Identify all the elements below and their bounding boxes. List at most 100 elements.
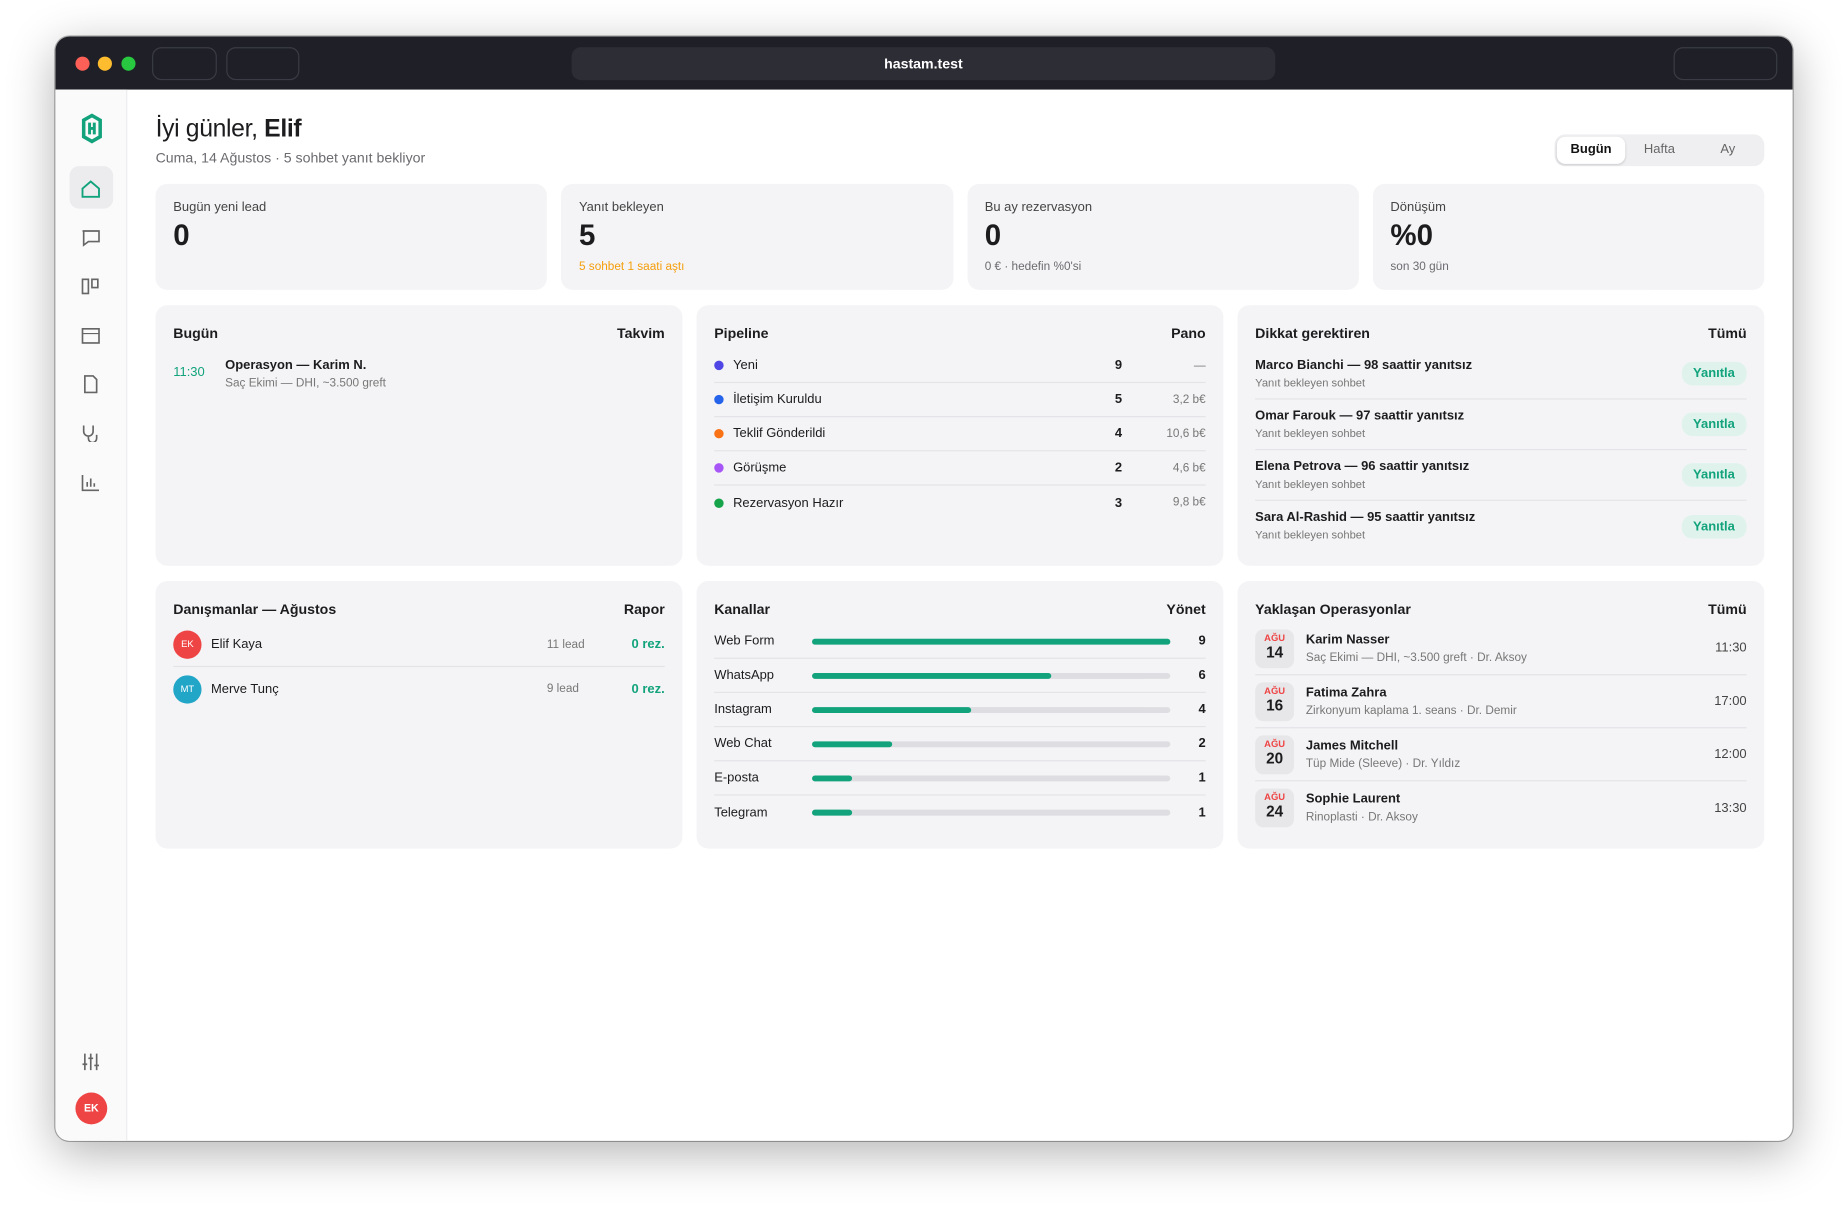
board-icon[interactable] bbox=[80, 277, 101, 296]
channel-name: Web Form bbox=[714, 634, 775, 649]
subtitle: Cuma, 14 Ağustos · 5 sohbet yanıt bekliy… bbox=[155, 149, 426, 167]
stage-amount: 4,6 b€ bbox=[1172, 461, 1206, 475]
stage-count: 3 bbox=[1114, 495, 1123, 510]
reply-button[interactable]: Yanıtla bbox=[1681, 514, 1747, 539]
channel-bar bbox=[812, 706, 972, 713]
nav-buttons[interactable] bbox=[226, 47, 300, 81]
stat-note: son 30 gün bbox=[1390, 260, 1449, 274]
channel-row: Web Chat 2 bbox=[714, 727, 1206, 762]
date-day: 24 bbox=[1266, 802, 1284, 821]
card-link[interactable]: Takvim bbox=[617, 325, 665, 342]
channel-name: E-posta bbox=[714, 770, 759, 785]
channel-track bbox=[812, 774, 1171, 781]
document-icon[interactable] bbox=[80, 375, 101, 394]
stage-dot bbox=[714, 428, 724, 439]
settings-icon[interactable] bbox=[80, 1052, 101, 1071]
channel-bar bbox=[812, 740, 892, 747]
reply-button[interactable]: Yanıtla bbox=[1681, 463, 1747, 487]
stat-card: Bugün yeni lead 0 bbox=[155, 183, 548, 290]
channel-row: Instagram 4 bbox=[714, 693, 1206, 728]
period-tab[interactable]: Hafta bbox=[1643, 142, 1675, 157]
stage-name: Görüşme bbox=[733, 460, 787, 475]
stat-label: Bu ay rezervasyon bbox=[984, 200, 1093, 215]
date-month: AĞU bbox=[1264, 791, 1286, 803]
upcoming-time: 13:30 bbox=[1714, 800, 1747, 815]
upcoming-row: AĞU 14 Karim Nasser Saç Ekimi — DHI, ~3.500… bbox=[1255, 622, 1747, 676]
channel-track bbox=[812, 740, 1171, 747]
stat-label: Bugün yeni lead bbox=[173, 200, 267, 215]
period-tab[interactable]: Bugün bbox=[1556, 136, 1626, 164]
health-icon[interactable] bbox=[80, 423, 101, 442]
upcoming-text: Fatima Zahra Zirkonyum kaplama 1. seans ·… bbox=[1306, 685, 1714, 717]
attention-title: Marco Bianchi — 98 saattir yanıtsız bbox=[1255, 357, 1473, 372]
upcoming-time: 11:30 bbox=[1715, 641, 1747, 656]
consultant-list: EK Elif Kaya 11 lead 0 rez. MT Merve Tunç 9 le… bbox=[173, 623, 665, 710]
attention-detail: Yanıt bekleyen sohbet bbox=[1255, 376, 1366, 390]
channel-value: 2 bbox=[1198, 736, 1206, 751]
stat-card: Yanıt bekleyen 5 5 sohbet 1 saati aştı bbox=[561, 183, 953, 290]
home-icon[interactable] bbox=[80, 179, 101, 198]
chat-icon[interactable] bbox=[80, 229, 101, 248]
consultant-name: Elif Kaya bbox=[210, 637, 263, 652]
schedule-item: 11:30 Operasyon — Karim N. Saç Ekimi — DHI… bbox=[173, 358, 664, 390]
item-detail: Saç Ekimi — DHI, ~3.500 greft bbox=[225, 377, 386, 391]
upcoming-row: AĞU 24 Sophie Laurent Rinoplasti · Dr. Akso… bbox=[1255, 781, 1747, 834]
card-link[interactable]: Tümü bbox=[1708, 601, 1747, 618]
dashboard: İyi günler, Elif Cuma, 14 Ağustos · 5 so… bbox=[155, 115, 1765, 849]
attention-list: Marco Bianchi — 98 saattir yanıtsız Yanıt… bbox=[1255, 349, 1747, 552]
upcoming-text: James Mitchell Tüp Mide (Sleeve) · Dr. Yı… bbox=[1306, 738, 1714, 770]
stage-count: 9 bbox=[1114, 358, 1123, 373]
stage-count: 5 bbox=[1114, 392, 1123, 407]
minimize-button[interactable] bbox=[97, 56, 112, 71]
attention-title: Omar Farouk — 97 saattir yanıtsız bbox=[1255, 408, 1465, 423]
channel-value: 9 bbox=[1198, 634, 1206, 649]
upcoming-row: AĞU 16 Fatima Zahra Zirkonyum kaplama 1. se… bbox=[1255, 675, 1747, 729]
attention-detail: Yanıt bekleyen sohbet bbox=[1255, 427, 1366, 441]
date-month: AĞU bbox=[1264, 738, 1286, 749]
user-avatar[interactable]: EK bbox=[75, 1092, 108, 1125]
attention-text: Sara Al-Rashid — 95 saattir yanıtsız Yanı… bbox=[1255, 510, 1475, 542]
sidebar-toggle[interactable] bbox=[152, 47, 217, 81]
reply-button[interactable]: Yanıtla bbox=[1681, 412, 1747, 437]
upcoming-text: Karim Nasser Saç Ekimi — DHI, ~3.500 gref… bbox=[1306, 632, 1715, 664]
reply-button[interactable]: Yanıtla bbox=[1681, 361, 1747, 386]
channel-bar bbox=[812, 774, 852, 781]
stage-dot bbox=[714, 497, 724, 508]
procedure: Saç Ekimi — DHI, ~3.500 greft · Dr. Akso… bbox=[1305, 651, 1527, 665]
zoom-button[interactable] bbox=[121, 56, 136, 71]
stage-count: 4 bbox=[1114, 426, 1123, 441]
attention-text: Marco Bianchi — 98 saattir yanıtsız Yanıt… bbox=[1255, 358, 1472, 390]
address-bar[interactable]: hastam.test bbox=[571, 47, 1276, 81]
card-link[interactable]: Tümü bbox=[1708, 325, 1747, 342]
close-button[interactable] bbox=[75, 56, 90, 71]
attention-detail: Yanıt bekleyen sohbet bbox=[1255, 529, 1366, 543]
stage-name: İletişim Kuruldu bbox=[733, 392, 822, 407]
period-tab[interactable]: Ay bbox=[1720, 142, 1736, 157]
card-link[interactable]: Pano bbox=[1171, 325, 1206, 342]
calendar-icon[interactable] bbox=[80, 325, 101, 344]
channels-card: Kanallar Yönet Web Form 9 WhatsApp 6 Instagram… bbox=[696, 581, 1224, 849]
stage-dot bbox=[714, 360, 724, 371]
card-link[interactable]: Yönet bbox=[1166, 601, 1206, 618]
card-header: Danışmanlar — Ağustos Rapor bbox=[173, 601, 664, 617]
item-title: Operasyon — Karim N. bbox=[225, 358, 367, 373]
stat-card: Bu ay rezervasyon 0 0 € · hedefin %0'si bbox=[967, 183, 1359, 290]
card-header: Yaklaşan Operasyonlar Tümü bbox=[1255, 601, 1746, 617]
procedure: Tüp Mide (Sleeve) · Dr. Yıldız bbox=[1305, 757, 1461, 771]
window-actions[interactable] bbox=[1673, 47, 1778, 81]
reports-icon[interactable] bbox=[80, 473, 101, 492]
pipeline-card: Pipeline Pano Yeni 9 — İletişim Kuruldu 5 3,2 b… bbox=[696, 305, 1224, 566]
patient-name: James Mitchell bbox=[1305, 738, 1399, 753]
upcoming-row: AĞU 20 James Mitchell Tüp Mide (Sleeve) · D… bbox=[1255, 728, 1747, 782]
date-badge: AĞU 24 bbox=[1255, 788, 1295, 828]
stage-name: Rezervasyon Hazır bbox=[733, 495, 844, 510]
channel-list: Web Form 9 WhatsApp 6 Instagram 4 Web Chat 2 E-p… bbox=[714, 625, 1206, 830]
card-link[interactable]: Rapor bbox=[623, 601, 665, 618]
upcoming-card: Yaklaşan Operasyonlar Tümü AĞU 14 Karim Nass… bbox=[1237, 581, 1765, 849]
consultant-row: EK Elif Kaya 11 lead 0 rez. bbox=[173, 623, 665, 668]
stat-value: 0 bbox=[173, 219, 190, 253]
period-tabs: Bugün Hafta Ay bbox=[1554, 134, 1765, 167]
channel-track bbox=[812, 706, 1171, 713]
channel-track bbox=[812, 809, 1171, 816]
stage-amount: 10,6 b€ bbox=[1166, 427, 1206, 441]
